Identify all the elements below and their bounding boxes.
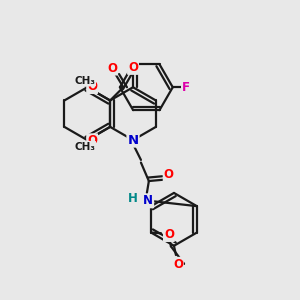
Text: O: O xyxy=(107,61,117,75)
Text: O: O xyxy=(87,80,97,93)
Text: O: O xyxy=(164,228,174,241)
Text: O: O xyxy=(164,168,174,181)
Text: F: F xyxy=(182,81,190,94)
Text: CH₃: CH₃ xyxy=(74,142,95,152)
Text: O: O xyxy=(173,258,183,271)
Text: N: N xyxy=(128,134,139,147)
Text: H: H xyxy=(128,192,138,205)
Text: CH₃: CH₃ xyxy=(74,76,95,85)
Text: O: O xyxy=(128,61,138,74)
Text: N: N xyxy=(143,194,153,207)
Text: O: O xyxy=(87,134,97,147)
